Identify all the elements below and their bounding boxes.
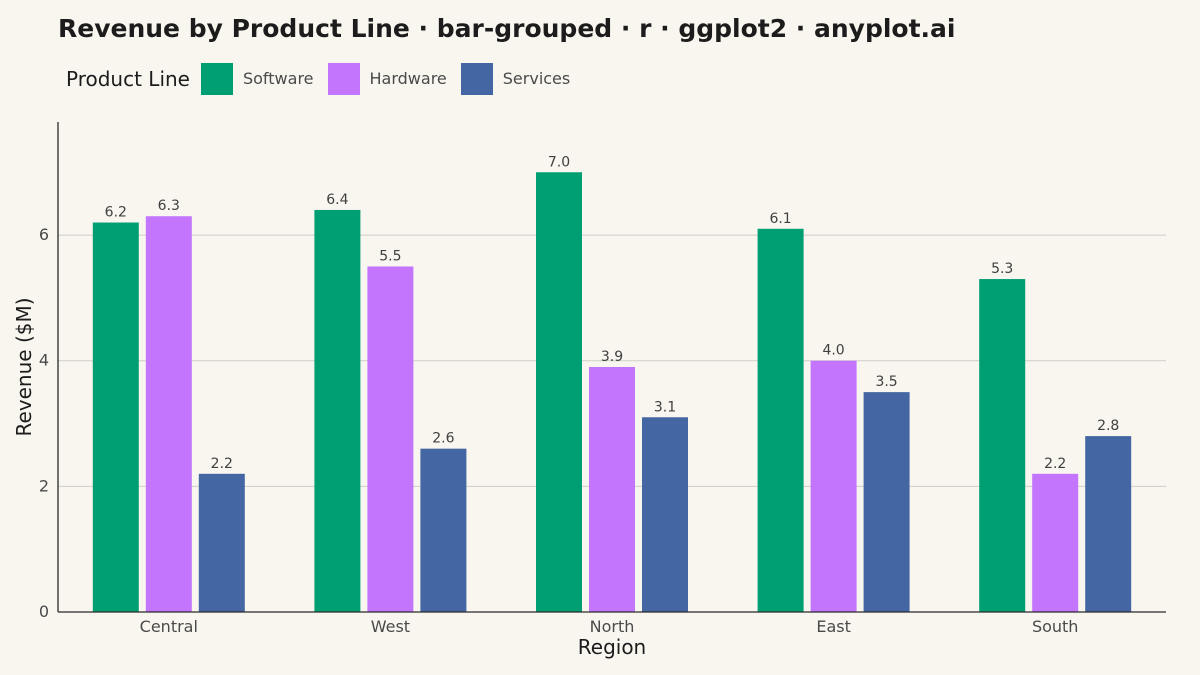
y-axis-title: Revenue ($M) <box>12 297 36 436</box>
data-label-east-services: 3.5 <box>875 374 897 390</box>
legend-label-hardware: Hardware <box>369 69 447 88</box>
bar-north-services <box>642 417 688 612</box>
y-tick-label-4: 4 <box>39 351 49 370</box>
legend-label-services: Services <box>502 69 571 88</box>
legend-label-software: Software <box>242 69 314 88</box>
y-tick-label-0: 0 <box>39 602 49 621</box>
bar-north-hardware <box>589 367 635 612</box>
data-label-west-software: 6.4 <box>326 192 348 208</box>
data-label-south-software: 5.3 <box>991 261 1013 277</box>
data-label-south-services: 2.8 <box>1097 418 1119 434</box>
x-tick-label-south: South <box>1032 617 1079 636</box>
data-label-east-hardware: 4.0 <box>822 343 844 359</box>
x-tick-label-central: Central <box>140 617 198 636</box>
data-label-south-hardware: 2.2 <box>1044 456 1066 472</box>
legend-swatch-services <box>460 62 493 95</box>
y-tick-label-2: 2 <box>39 476 49 495</box>
data-label-central-hardware: 6.3 <box>158 198 180 214</box>
legend-item-hardware: Hardware <box>327 62 447 95</box>
bar-west-hardware <box>367 266 414 612</box>
bar-south-services <box>1085 436 1132 612</box>
data-label-north-services: 3.1 <box>654 399 676 415</box>
bar-south-hardware <box>1032 473 1079 612</box>
legend-swatch-hardware <box>327 62 360 95</box>
chart-title: Revenue by Product Line · bar-grouped · … <box>58 14 956 43</box>
bar-central-software <box>92 222 139 612</box>
data-label-west-services: 2.6 <box>432 431 454 447</box>
data-label-north-software: 7.0 <box>548 154 570 170</box>
bar-east-hardware <box>810 360 857 612</box>
data-label-central-software: 6.2 <box>105 205 127 221</box>
legend-swatch-software <box>200 62 233 95</box>
bar-east-services <box>863 392 910 612</box>
bar-central-services <box>198 473 245 612</box>
bar-west-services <box>420 448 467 612</box>
x-tick-label-north: North <box>590 617 635 636</box>
x-tick-label-west: West <box>371 617 410 636</box>
y-tick-label-6: 6 <box>39 225 49 244</box>
legend: Product Line Software Hardware Services <box>66 62 584 95</box>
bar-north-software <box>536 172 582 612</box>
legend-item-software: Software <box>200 62 314 95</box>
bar-east-software <box>757 228 804 613</box>
legend-item-services: Services <box>460 62 571 95</box>
bar-south-software <box>979 279 1026 612</box>
x-tick-label-east: East <box>816 617 851 636</box>
legend-title: Product Line <box>66 66 190 91</box>
data-label-west-hardware: 5.5 <box>379 248 401 264</box>
data-label-east-software: 6.1 <box>769 211 791 227</box>
x-axis-title: Region <box>578 635 646 659</box>
data-label-central-services: 2.2 <box>211 456 233 472</box>
data-label-north-hardware: 3.9 <box>601 349 623 365</box>
bar-central-hardware <box>145 216 192 612</box>
bar-west-software <box>314 209 361 612</box>
